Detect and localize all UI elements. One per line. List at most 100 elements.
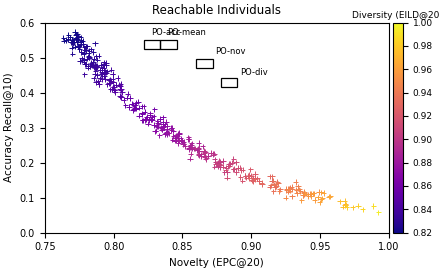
- Point: [73, 33, 80, 37]
- Point: [81, 51, 88, 55]
- Point: [282, 186, 290, 191]
- Point: [110, 88, 117, 92]
- Point: [99, 71, 106, 75]
- Point: [168, 126, 175, 130]
- Point: [139, 118, 146, 122]
- Point: [90, 59, 97, 64]
- Point: [154, 124, 161, 129]
- Point: [315, 190, 323, 194]
- Point: [79, 58, 86, 62]
- Point: [96, 68, 103, 72]
- Point: [225, 163, 232, 168]
- Point: [88, 63, 95, 67]
- Point: [306, 192, 313, 196]
- Point: [77, 42, 84, 47]
- Point: [247, 174, 254, 179]
- Point: [152, 128, 159, 133]
- Point: [82, 62, 89, 66]
- Point: [196, 149, 203, 153]
- Point: [181, 144, 188, 148]
- Point: [152, 129, 159, 134]
- Point: [237, 175, 244, 179]
- Point: [78, 50, 85, 54]
- Point: [285, 189, 292, 194]
- Point: [69, 38, 76, 43]
- Point: [188, 141, 195, 146]
- Point: [211, 152, 218, 156]
- Text: PO-nov: PO-nov: [216, 47, 246, 57]
- Point: [287, 186, 294, 190]
- Point: [91, 65, 98, 70]
- Point: [164, 127, 171, 131]
- Point: [74, 35, 81, 39]
- Point: [217, 160, 224, 164]
- Point: [110, 79, 117, 84]
- Point: [160, 125, 167, 129]
- Point: [92, 63, 99, 67]
- Point: [270, 178, 277, 183]
- Point: [102, 77, 109, 81]
- Point: [185, 137, 192, 141]
- Point: [95, 82, 102, 86]
- Point: [212, 160, 219, 164]
- Point: [174, 135, 181, 140]
- Point: [110, 85, 117, 89]
- Y-axis label: Accuracy Recall@10): Accuracy Recall@10): [4, 73, 14, 182]
- Point: [117, 87, 125, 91]
- Point: [341, 199, 348, 203]
- Point: [105, 81, 112, 85]
- Point: [84, 65, 92, 70]
- Point: [99, 72, 106, 76]
- Point: [147, 111, 154, 116]
- Point: [229, 160, 236, 165]
- Point: [68, 40, 75, 44]
- Point: [162, 130, 169, 135]
- Point: [282, 196, 289, 200]
- Point: [194, 147, 202, 151]
- Point: [69, 51, 76, 56]
- Point: [202, 150, 209, 154]
- Point: [248, 174, 255, 178]
- Point: [99, 66, 106, 70]
- Point: [81, 58, 88, 63]
- Point: [295, 184, 302, 189]
- Point: [201, 151, 208, 155]
- Point: [270, 189, 277, 194]
- Point: [92, 80, 99, 84]
- Point: [201, 155, 208, 159]
- Point: [117, 88, 124, 92]
- Point: [286, 186, 293, 191]
- Point: [205, 153, 212, 158]
- Point: [117, 95, 125, 99]
- Point: [92, 72, 99, 76]
- Point: [238, 168, 245, 172]
- Point: [127, 96, 134, 100]
- Point: [130, 103, 137, 107]
- Point: [75, 33, 82, 38]
- Point: [301, 190, 308, 194]
- Point: [176, 131, 183, 135]
- Point: [107, 87, 114, 91]
- Point: [255, 179, 262, 183]
- Point: [100, 71, 107, 75]
- Point: [318, 190, 325, 194]
- Point: [117, 84, 124, 88]
- Point: [173, 134, 180, 138]
- Point: [81, 62, 88, 66]
- Point: [120, 98, 127, 102]
- Point: [116, 82, 123, 87]
- Point: [189, 147, 196, 151]
- Point: [84, 64, 91, 68]
- Point: [191, 146, 198, 150]
- Point: [355, 203, 362, 208]
- Point: [230, 167, 237, 172]
- Point: [92, 69, 99, 73]
- Point: [172, 136, 180, 141]
- Point: [186, 146, 193, 150]
- Point: [100, 62, 107, 66]
- Point: [86, 48, 93, 53]
- Point: [320, 191, 327, 195]
- Point: [71, 45, 78, 49]
- Point: [343, 205, 350, 210]
- Bar: [221, 78, 238, 87]
